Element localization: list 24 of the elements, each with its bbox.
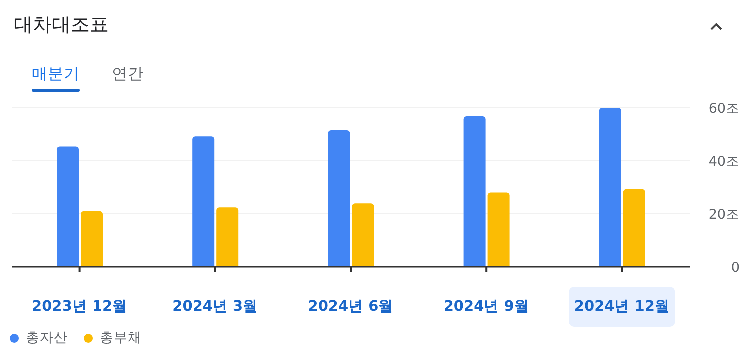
bar bbox=[488, 192, 510, 267]
bar bbox=[57, 146, 79, 267]
chart-title: 대차대조표 bbox=[14, 13, 109, 38]
bar bbox=[81, 211, 103, 267]
x-tick-label: 2024년 12월 bbox=[574, 299, 670, 315]
y-tick-label: 20조 bbox=[708, 206, 740, 223]
legend-label: 총자산 bbox=[26, 329, 68, 347]
text: 연간 bbox=[112, 64, 144, 85]
x-tick-label: 2024년 9월 bbox=[444, 299, 530, 315]
x-tick-label: 2024년 6월 bbox=[308, 299, 394, 315]
bar bbox=[464, 116, 486, 267]
bar bbox=[328, 130, 350, 267]
x-tick-label: 2024년 3월 bbox=[172, 299, 258, 315]
x-tick-label: 2023년 12월 bbox=[32, 299, 128, 315]
legend-label: 총부채 bbox=[100, 329, 142, 347]
bar bbox=[352, 204, 374, 267]
y-tick-label: 40조 bbox=[708, 154, 740, 170]
y-tick-label: 0 bbox=[731, 260, 740, 276]
bar bbox=[192, 136, 215, 267]
y-tick-label: 60조 bbox=[708, 100, 740, 117]
bar bbox=[623, 189, 646, 267]
bar bbox=[599, 108, 622, 267]
text: 매분기 bbox=[32, 64, 80, 85]
bar bbox=[216, 208, 239, 267]
